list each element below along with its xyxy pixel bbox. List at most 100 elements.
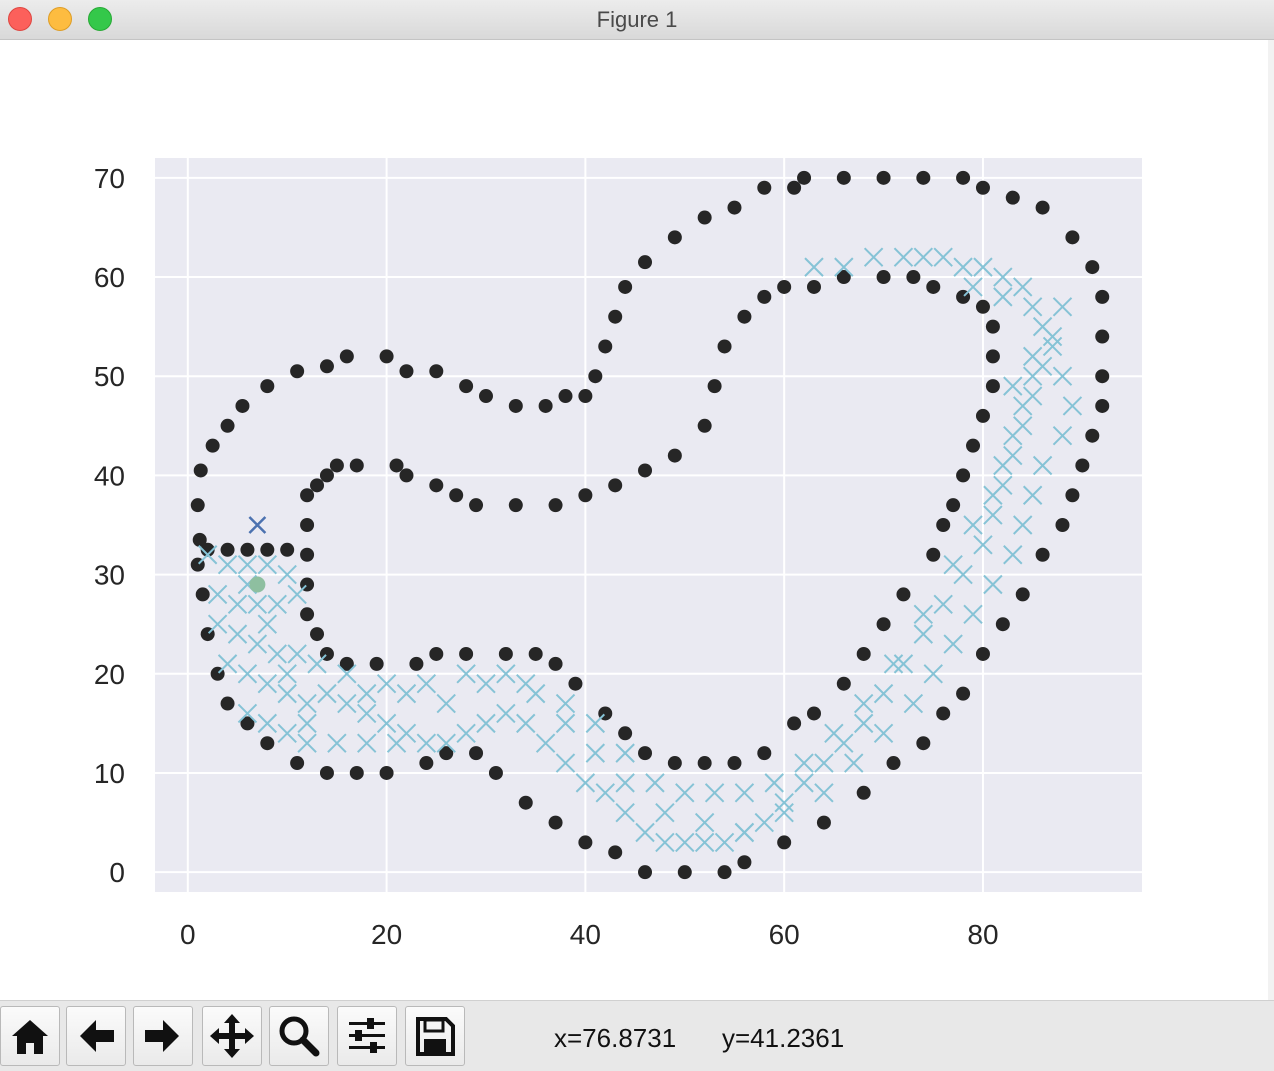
track-point: [926, 279, 941, 294]
configure-subplots-button[interactable]: [337, 1006, 397, 1066]
path-point: [1032, 455, 1053, 476]
path-point: [635, 822, 655, 843]
path-point: [277, 664, 297, 684]
path-point: [287, 584, 307, 605]
track-point: [429, 364, 444, 379]
track-point: [836, 270, 851, 285]
minimize-window-button[interactable]: [48, 7, 72, 31]
track-point: [717, 865, 732, 880]
path-point: [933, 594, 953, 615]
path-point: [535, 733, 556, 753]
y-tick-label: 0: [109, 857, 125, 888]
path-point: [337, 664, 357, 684]
x-tick-label: 20: [371, 919, 402, 950]
track-point: [220, 542, 235, 557]
close-window-button[interactable]: [8, 7, 32, 31]
path-point: [357, 683, 377, 704]
track-point: [876, 270, 891, 285]
track-point: [836, 170, 851, 185]
path-point: [297, 713, 317, 734]
path-point: [983, 505, 1003, 525]
path-point: [1022, 297, 1043, 317]
track-point: [419, 756, 434, 771]
track-point: [240, 716, 255, 731]
track-point: [1095, 289, 1110, 304]
maximize-window-button[interactable]: [88, 7, 112, 31]
path-point: [247, 634, 268, 654]
path-point: [893, 247, 914, 267]
track-point: [975, 180, 990, 195]
path-point: [357, 703, 377, 724]
track-point: [260, 736, 275, 751]
track-point: [886, 756, 901, 771]
track-point: [429, 478, 444, 493]
track-point: [558, 389, 573, 404]
path-point: [963, 277, 983, 297]
path-point: [1052, 366, 1073, 386]
track-point: [956, 686, 971, 701]
track-point: [1065, 488, 1080, 503]
track-point: [300, 518, 315, 532]
y-tick-label: 40: [94, 460, 125, 491]
move-icon: [210, 1014, 254, 1058]
y-tick-label: 60: [94, 262, 125, 293]
path-point: [516, 673, 536, 694]
zoom-button[interactable]: [269, 1006, 329, 1066]
path-point: [694, 812, 715, 833]
path-point: [675, 832, 695, 853]
track-point: [608, 845, 623, 860]
path-point: [197, 545, 218, 565]
home-button[interactable]: [0, 1006, 60, 1066]
track-point: [618, 726, 633, 741]
path-point: [317, 683, 337, 704]
track-point: [836, 676, 851, 691]
figure-canvas[interactable]: 0 20 40 60 80 0 10 20 30 40 50 60 70: [0, 40, 1274, 1000]
back-button[interactable]: [66, 1006, 126, 1066]
track-point: [638, 865, 653, 880]
path-point: [694, 832, 715, 853]
path-point: [943, 634, 963, 654]
path-point: [555, 753, 576, 773]
track-point: [548, 656, 563, 671]
path-point: [1013, 277, 1033, 297]
track-point: [856, 785, 871, 800]
path-point: [217, 554, 238, 575]
path-point: [774, 802, 794, 823]
path-point: [1062, 396, 1083, 416]
track-point: [469, 498, 484, 513]
track-point: [1035, 200, 1050, 215]
track-point: [608, 309, 623, 324]
track-point: [737, 855, 752, 870]
floppy-disk-icon: [416, 1017, 455, 1056]
path-point: [844, 753, 864, 773]
track-point: [975, 299, 990, 314]
path-point: [983, 485, 1003, 505]
track-point: [478, 389, 493, 404]
track-point: [956, 170, 971, 185]
path-point: [863, 247, 884, 267]
track-point: [1085, 260, 1100, 275]
path-point: [963, 515, 983, 535]
pan-button[interactable]: [202, 1006, 262, 1066]
path-point: [555, 713, 576, 734]
track-point: [190, 498, 205, 513]
arrow-right-icon: [145, 1020, 179, 1052]
track-point: [220, 696, 235, 711]
save-button[interactable]: [405, 1006, 465, 1066]
forward-button[interactable]: [133, 1006, 193, 1066]
track-point: [195, 587, 210, 602]
path-point: [237, 664, 258, 684]
track-point: [995, 617, 1010, 632]
path-point: [575, 773, 596, 793]
track-point: [757, 289, 772, 304]
path-point: [913, 604, 934, 624]
track-point: [926, 547, 941, 562]
path-point: [1032, 316, 1053, 337]
title-bar: Figure 1: [0, 0, 1274, 40]
track-point: [697, 756, 712, 771]
track-point: [192, 532, 207, 547]
track-point: [439, 746, 454, 761]
track-point: [1005, 190, 1020, 205]
track-point: [787, 716, 802, 731]
path-point: [386, 733, 407, 753]
